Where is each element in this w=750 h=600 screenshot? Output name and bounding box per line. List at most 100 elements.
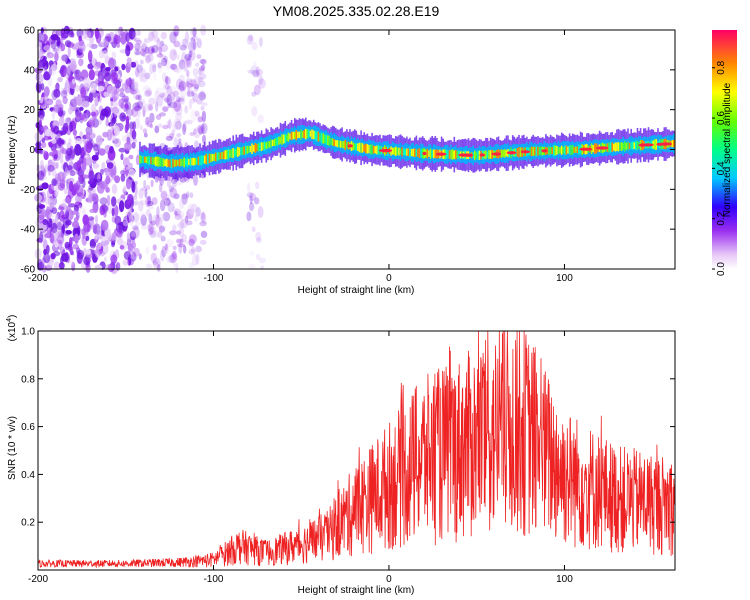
spectrogram-noise-cell (60, 90, 68, 98)
spectrogram-ridge-core (249, 145, 252, 153)
spectrogram-noise-cell (71, 210, 79, 215)
spectrogram-noise-cell (124, 87, 131, 94)
spectrogram-noise-cell (176, 78, 183, 90)
spectrogram-noise-cell (197, 116, 204, 123)
colorbar-label: Normalized spectral amplitude (722, 82, 733, 217)
spectrogram-noise-cell (186, 57, 193, 68)
spectrogram-noise-cell (194, 214, 198, 223)
spectrogram-noise-cell (112, 232, 117, 243)
spectrogram-noise-cell (110, 254, 118, 264)
spectrogram-noise-cell (154, 90, 160, 102)
spectrogram-noise-cell (66, 62, 71, 74)
colorbar-tick-label: 0.2 (716, 211, 727, 225)
spectrogram-y-tick-label: 60 (24, 26, 36, 37)
spectrogram-ridge-core (262, 142, 264, 151)
spectrogram-noise-cell (39, 115, 44, 121)
spectrogram-ridge-core (251, 143, 253, 154)
spectrogram-ridge-core (230, 149, 233, 158)
spectrogram-noise-cell (46, 100, 53, 105)
spectrogram-noise-cell (197, 77, 204, 82)
spectrogram-ridge-core (205, 153, 208, 165)
spectrogram-ridge-peak (435, 152, 447, 156)
spectrogram-noise-cell (133, 88, 139, 93)
spectrogram-noise-cell (128, 168, 136, 177)
spectrogram-noise-cell (85, 235, 90, 241)
spectrogram-noise-cell (73, 217, 79, 222)
spectrogram-noise-cell (109, 146, 114, 154)
spectrogram-noise-cell (42, 218, 48, 226)
spectrogram-noise-cell (143, 180, 147, 188)
spectrogram-noise-cell (252, 69, 260, 78)
spectrogram-ridge-core (636, 141, 639, 150)
spectrogram-noise-cell (62, 216, 70, 229)
spectrogram-noise-cell (64, 150, 71, 162)
snr-y-axis-label: SNR (10 * v/v) (7, 416, 18, 480)
spectrogram-ridge-core (338, 140, 340, 148)
spectrogram-noise-cell (83, 221, 91, 233)
spectrogram-noise-cell (186, 83, 194, 88)
spectrogram-ridge-core (540, 146, 542, 156)
spectrogram-noise-cell (168, 185, 174, 193)
spectrogram-ridge-core (556, 146, 558, 155)
spectrogram-ridge-core (391, 147, 394, 155)
spectrogram-noise-cell (69, 60, 77, 72)
spectrogram-noise-cell (114, 28, 121, 36)
spectrogram-noise-cell (114, 215, 122, 226)
spectrogram-ridge-core (560, 145, 563, 155)
spectrogram-noise-cell (40, 165, 45, 171)
spectrogram-ridge-core (142, 155, 144, 164)
spectrogram-ridge-core (551, 147, 553, 155)
spectrogram-noise-cell (163, 55, 168, 63)
spectrogram-noise-cell (190, 27, 196, 37)
spectrogram-noise-cell (49, 233, 55, 244)
spectrogram-noise-cell (149, 112, 155, 123)
spectrogram-noise-cell (251, 194, 255, 201)
spectrogram-ridge-core (535, 146, 538, 157)
spectrogram-noise-cell (54, 51, 59, 62)
spectrogram-noise-cell (52, 190, 56, 198)
spectrogram-noise-cell (61, 88, 66, 94)
spectrogram-noise-cell (97, 85, 105, 92)
spectrogram-noise-cell (173, 193, 180, 200)
spectrogram-noise-cell (172, 245, 177, 250)
spectrogram-x-tick-label: 0 (386, 273, 392, 284)
spectrogram-ridge-core (284, 133, 287, 144)
spectrogram-noise-cell (57, 239, 63, 250)
spectrogram-noise-cell (152, 260, 159, 265)
spectrogram-noise-cell (74, 115, 81, 123)
spectrogram-noise-cell (135, 154, 140, 166)
spectrogram-noise-cell (38, 124, 44, 135)
spectrogram-noise-cell (168, 118, 172, 130)
spectrogram-ridge-core (169, 159, 171, 168)
spectrogram-noise-cell (132, 102, 140, 112)
spectrogram-noise-cell (193, 86, 199, 92)
spectrogram-ridge-core (271, 140, 274, 147)
spectrogram-noise-cell (111, 117, 117, 124)
spectrogram-noise-cell (105, 118, 109, 127)
spectrogram-noise-cell (162, 124, 169, 130)
spectrogram-noise-cell (173, 208, 181, 217)
spectrogram-x-ticks: -200 -100 0 100 (28, 30, 573, 284)
spectrogram-noise-cell (136, 30, 142, 36)
spectrogram-noise-cell (179, 44, 187, 51)
spectrogram-noise-cell (65, 166, 69, 176)
spectrogram-noise-cell (137, 94, 142, 101)
spectrogram-noise-cell (150, 179, 154, 188)
spectrogram-ridge-core (594, 143, 596, 154)
spectrogram-noise-cell (73, 135, 78, 140)
spectrogram-noise-cell (135, 67, 140, 78)
spectrogram-noise-cell (186, 81, 190, 87)
spectrogram-ridge-core (153, 157, 155, 165)
spectrogram-noise-cell (114, 175, 121, 184)
spectrogram-noise-cell (77, 174, 84, 182)
spectrogram-noise-cell (57, 221, 63, 231)
spectrogram-noise-cell (156, 38, 161, 51)
spectrogram-noise-cell (178, 242, 183, 254)
spectrogram-ridge-peak (479, 153, 486, 157)
spectrogram-noise-cell (141, 43, 148, 52)
spectrogram-noise-cell (180, 43, 186, 55)
spectrogram-noise-cell (69, 170, 76, 177)
spectrogram-noise-cell (182, 121, 187, 132)
spectrogram-noise-cell (254, 197, 260, 205)
spectrogram-ridge-peak (579, 147, 593, 151)
